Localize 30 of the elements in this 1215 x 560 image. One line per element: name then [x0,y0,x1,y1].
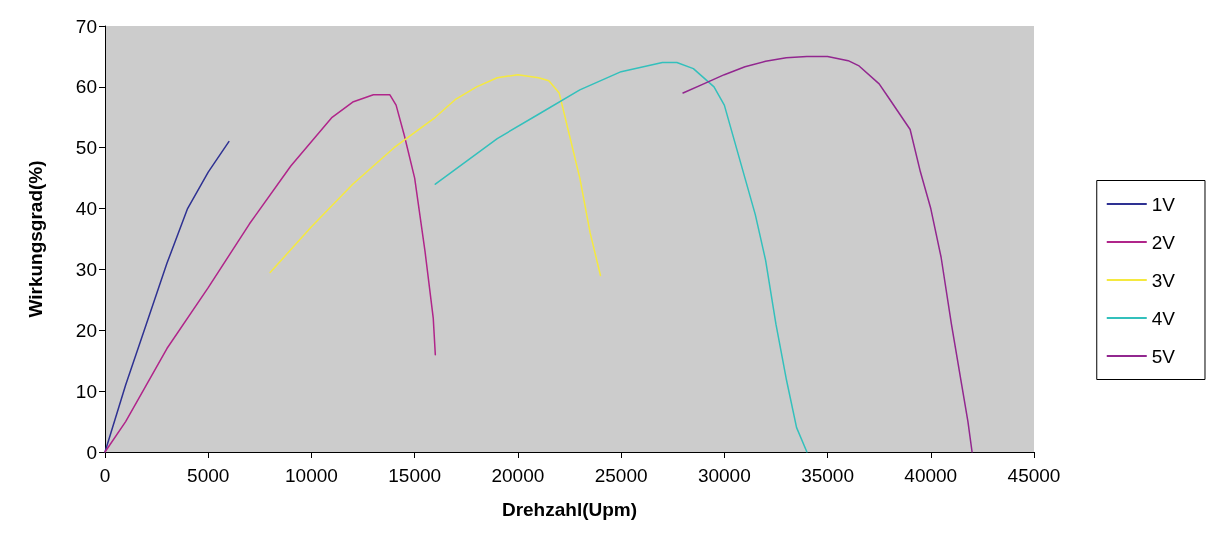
legend-label: 4V [1151,307,1176,329]
y-tick-label: 20 [75,319,97,341]
line-series [104,94,437,453]
y-tick-label: 0 [86,441,97,463]
x-tick-label: 40000 [904,465,958,486]
line-series [269,73,602,277]
line-series [682,55,973,453]
y-tick-label: 60 [75,76,97,98]
y-axis-title: Wirkungsgrad(%) [25,160,46,318]
x-axis-title: Drehzahl(Upm) [501,499,638,520]
x-tick-label: 0 [99,465,111,486]
legend-label: 2V [1151,231,1176,253]
y-tick-label: 10 [75,380,97,402]
legend-label: 5V [1151,345,1176,367]
y-tick-label: 30 [75,258,97,280]
x-tick-label: 45000 [1007,465,1061,486]
x-tick-label: 35000 [801,465,854,486]
legend-label: 1V [1151,193,1176,215]
legend-label: 3V [1151,269,1176,291]
x-tick-label: 25000 [594,465,648,486]
x-tick-label: 30000 [697,465,751,486]
x-tick-label: 10000 [285,465,338,486]
x-tick-label: 20000 [491,465,545,486]
y-tick-label: 50 [75,137,97,159]
x-tick-label: 15000 [388,465,442,486]
y-tick-label: 40 [75,198,97,220]
line-series [434,61,808,453]
line-series [104,140,230,453]
y-tick-label: 70 [75,15,97,37]
x-tick-label: 5000 [187,465,230,486]
